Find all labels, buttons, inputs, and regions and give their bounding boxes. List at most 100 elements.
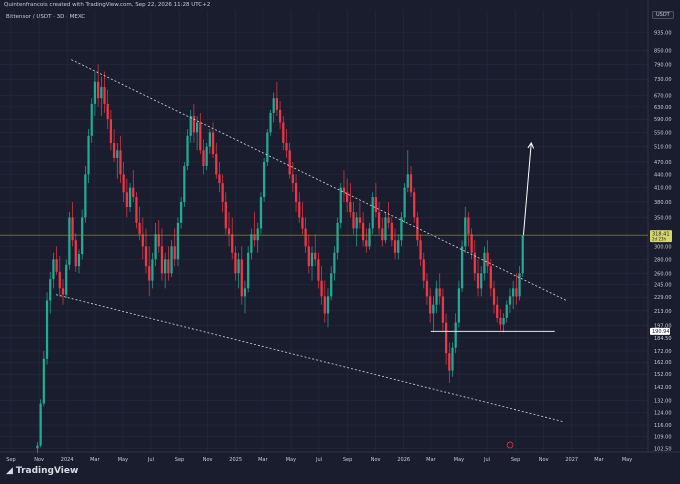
y-tick-label: 172.00 xyxy=(654,349,672,355)
y-tick-label: 245.00 xyxy=(654,282,672,288)
candle-body xyxy=(61,288,65,295)
candle-body xyxy=(170,246,173,274)
candle-body xyxy=(416,217,419,241)
candle-body xyxy=(151,259,154,281)
candle-body xyxy=(346,192,349,202)
candle-body xyxy=(422,259,425,281)
candle-body xyxy=(307,246,310,267)
candle-body xyxy=(336,222,339,253)
candle-body xyxy=(266,132,269,162)
candle-body xyxy=(310,252,314,267)
y-tick-label: 850.00 xyxy=(654,49,672,55)
candle-body xyxy=(154,234,157,260)
y-tick-label: 109.00 xyxy=(654,435,672,441)
candle-body xyxy=(330,273,333,297)
candle-body xyxy=(419,240,422,260)
candle-body xyxy=(125,192,128,207)
candle-body xyxy=(361,222,365,241)
candle-body xyxy=(393,240,397,253)
tradingview-logo[interactable]: ◢ TradingView xyxy=(6,466,78,476)
candle-body xyxy=(227,228,231,235)
x-tick-label: Nov xyxy=(203,457,213,463)
currency-button[interactable]: USDT xyxy=(652,11,674,19)
candle-body xyxy=(272,98,275,113)
candle-body xyxy=(384,217,387,241)
candle-body xyxy=(183,166,186,202)
candle-body xyxy=(438,288,441,297)
candle-body xyxy=(141,234,144,247)
candle-body xyxy=(432,304,435,314)
candle-body xyxy=(269,112,272,133)
candle-body xyxy=(160,246,164,274)
symbol-label[interactable]: Bittensor / USDT · 3D · MEXC xyxy=(6,14,86,20)
candle-body xyxy=(253,234,256,241)
x-tick-label: 2027 xyxy=(565,457,578,463)
candle-body xyxy=(164,259,167,274)
candle-body xyxy=(492,288,496,305)
candle-body xyxy=(342,187,346,193)
candle-body xyxy=(288,150,291,175)
current-price-label: 318.41 xyxy=(652,232,670,238)
candle-body xyxy=(247,252,250,289)
candle-body xyxy=(148,266,151,281)
candle-body xyxy=(100,87,103,99)
candle-body xyxy=(45,300,49,359)
projection-arrow xyxy=(522,142,532,236)
y-tick-label: 116.00 xyxy=(654,423,672,429)
candle-body xyxy=(339,187,342,223)
y-tick-label: 280.00 xyxy=(654,257,672,263)
candle-body xyxy=(371,197,374,229)
candle-body xyxy=(135,197,138,223)
candle-body xyxy=(243,288,247,297)
y-tick-label: 470.00 xyxy=(654,160,672,166)
candle-body xyxy=(406,174,409,188)
candle-body xyxy=(486,252,489,267)
event-marker-icon xyxy=(506,441,514,449)
projection-arrow-head xyxy=(527,141,535,149)
current-price-countdown: 2d 23h xyxy=(652,237,666,242)
y-tick-label: 350.00 xyxy=(654,215,672,221)
candle-body xyxy=(221,183,224,202)
y-tick-label: 670.00 xyxy=(654,93,672,99)
candle-body xyxy=(144,246,148,267)
candle-body xyxy=(77,254,81,267)
candle-body xyxy=(103,87,106,104)
x-tick-label: May xyxy=(454,457,464,463)
x-tick-label: Nov xyxy=(371,457,381,463)
candle-body xyxy=(425,280,429,297)
candle-body xyxy=(36,445,39,449)
y-tick-label: 152.00 xyxy=(654,372,672,378)
x-tick-label: Nov xyxy=(34,457,44,463)
candle-body xyxy=(390,222,393,241)
x-tick-label: Nov xyxy=(539,457,549,463)
candle-body xyxy=(202,150,205,167)
y-tick-label: 440.00 xyxy=(654,172,672,178)
y-tick-label: 590.00 xyxy=(654,117,672,123)
candle-body xyxy=(368,228,371,247)
y-tick-label: 229.00 xyxy=(654,295,672,301)
candle-body xyxy=(291,174,294,184)
y-tick-label: 184.50 xyxy=(654,336,672,342)
candle-body xyxy=(352,212,355,229)
candle-body xyxy=(435,288,438,305)
candle-body xyxy=(96,81,100,99)
candle-body xyxy=(231,234,234,253)
candle-body xyxy=(52,259,55,280)
candle-body xyxy=(237,259,240,274)
candle-body xyxy=(470,234,473,253)
candle-body xyxy=(263,161,266,198)
x-tick-label: 2025 xyxy=(229,457,242,463)
candle-body xyxy=(259,197,263,229)
candle-body xyxy=(55,259,58,272)
y-tick-label: 142.00 xyxy=(654,385,672,391)
candle-body xyxy=(208,132,211,147)
candle-body xyxy=(195,122,199,133)
candle-body xyxy=(413,192,416,218)
y-tick-label: 320.00 xyxy=(654,232,672,238)
x-tick-label: Jul xyxy=(483,457,490,463)
candle-body xyxy=(502,317,505,325)
x-tick-label: Sep xyxy=(511,457,520,463)
y-tick-label: 935.00 xyxy=(654,31,672,37)
candle-body xyxy=(116,150,119,159)
